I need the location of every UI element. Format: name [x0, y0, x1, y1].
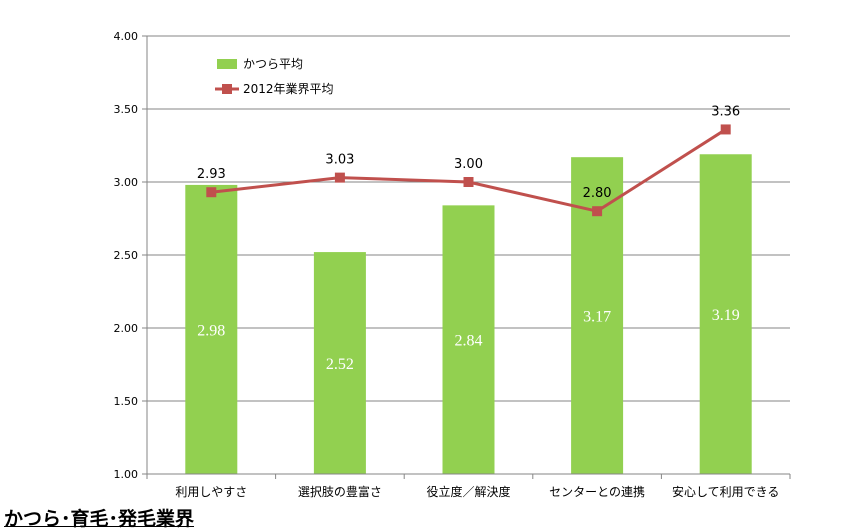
line-value-label: 3.03 [325, 153, 354, 168]
legend-bar-label: かつら平均 [243, 57, 303, 71]
line-series [206, 124, 731, 217]
y-axis: 1.00 1.50 2.00 2.50 3.00 3.50 4.00 [114, 30, 148, 481]
bar-value-label: 2.84 [455, 333, 483, 350]
line-value-label: 2.80 [583, 186, 612, 201]
line-marker [463, 177, 474, 187]
line-marker [334, 172, 345, 183]
legend-line-marker [222, 84, 232, 94]
bar [442, 205, 495, 475]
bar-value-label: 3.17 [583, 309, 611, 326]
x-axis: 利用しやすさ 選択肢の豊富さ 役立度／解決度 センターとの連携 安心して利用できる [146, 473, 791, 499]
bar [185, 184, 238, 475]
bar-value-label: 2.52 [326, 356, 354, 373]
bar-value-label: 3.19 [712, 307, 740, 324]
legend-line-label: 2012年業界平均 [243, 82, 334, 96]
line-value-label: 2.93 [197, 167, 226, 182]
y-tick-label: 3.00 [114, 176, 139, 189]
y-tick-label: 4.00 [114, 30, 139, 43]
bar-value-label: 2.98 [197, 322, 225, 339]
y-tick-label: 1.50 [114, 395, 139, 408]
bar-data-labels: 2.98 2.52 2.84 3.17 3.19 [197, 307, 739, 373]
line-value-label: 3.00 [454, 157, 483, 172]
x-category-label: 安心して利用できる [672, 484, 779, 499]
industry-caption: かつら･育毛･発毛業界 [4, 508, 195, 530]
bar [699, 154, 752, 474]
chart: 1.00 1.50 2.00 2.50 3.00 3.50 4.00 2.98 2.52 2.8… [114, 30, 791, 499]
y-tick-label: 2.00 [114, 322, 139, 335]
bar [313, 252, 366, 474]
legend: かつら平均 2012年業界平均 [215, 57, 334, 96]
x-category-label: 役立度／解決度 [426, 484, 510, 499]
y-tick-label: 1.00 [114, 468, 139, 481]
bar-series [185, 154, 752, 475]
x-category-label: センターとの連携 [549, 484, 645, 499]
line-marker [720, 124, 731, 135]
line-marker [592, 206, 603, 217]
line-marker [206, 187, 217, 198]
y-tick-label: 3.50 [114, 103, 139, 116]
line-data-labels: 2.93 3.03 3.00 2.80 3.36 [197, 104, 740, 201]
x-category-label: 利用しやすさ [175, 485, 247, 499]
x-category-label: 選択肢の豊富さ [298, 484, 382, 499]
y-tick-label: 2.50 [114, 249, 139, 262]
line-value-label: 3.36 [711, 104, 740, 119]
legend-bar-swatch [217, 59, 237, 69]
